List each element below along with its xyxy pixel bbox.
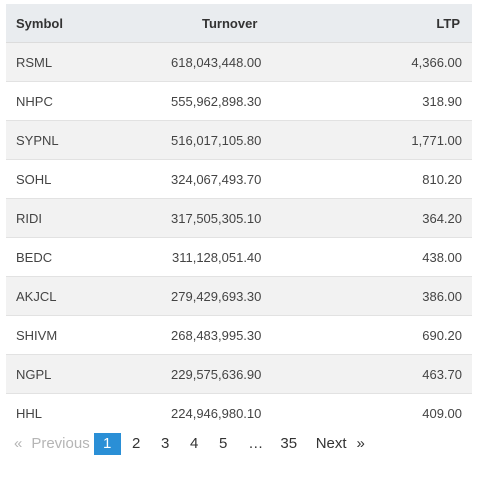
cell-ltp: 364.20 <box>401 198 472 238</box>
page-1-button[interactable]: 1 <box>93 433 121 455</box>
page-5-button[interactable]: 5 <box>219 435 228 452</box>
cell-ltp: 1,771.00 <box>401 120 472 160</box>
table-body: RSML 618,043,448.00 4,366.00 NHPC 555,962,89… <box>6 42 472 432</box>
table-row[interactable]: NHPC 555,962,898.30 318.90 <box>6 81 472 121</box>
cell-turnover: 279,429,693.30 <box>107 276 402 316</box>
cell-ltp: 690.20 <box>401 315 472 355</box>
cell-ltp: 4,366.00 <box>401 42 472 82</box>
cell-symbol: HHL <box>6 393 108 432</box>
table-header: Symbol Turnover LTP <box>6 4 472 43</box>
cell-ltp: 386.00 <box>401 276 472 316</box>
cell-symbol: SHIVM <box>6 315 108 355</box>
cell-ltp: 409.00 <box>401 393 472 432</box>
table-row[interactable]: SYPNL 516,017,105.80 1,771.00 <box>6 120 472 160</box>
cell-symbol: NHPC <box>6 81 108 121</box>
table-row[interactable]: RSML 618,043,448.00 4,366.00 <box>6 42 472 82</box>
table-row[interactable]: AKJCL 279,429,693.30 386.00 <box>6 276 472 316</box>
cell-symbol: AKJCL <box>6 276 108 316</box>
cell-ltp: 438.00 <box>401 237 472 277</box>
previous-page-button[interactable]: « Previous <box>14 433 94 455</box>
table-row[interactable]: RIDI 317,505,305.10 364.20 <box>6 198 472 238</box>
double-chevron-left-icon: « <box>14 435 23 452</box>
table-row[interactable]: SHIVM 268,483,995.30 690.20 <box>6 315 472 355</box>
cell-turnover: 224,946,980.10 <box>107 393 402 432</box>
pagination-ellipsis: … <box>248 435 264 452</box>
cell-symbol: SOHL <box>6 159 108 199</box>
cell-turnover: 324,067,493.70 <box>107 159 402 199</box>
cell-ltp: 463.70 <box>401 354 472 394</box>
column-header-symbol[interactable]: Symbol <box>6 4 108 43</box>
column-header-turnover[interactable]: Turnover <box>107 4 402 43</box>
cell-turnover: 317,505,305.10 <box>107 198 402 238</box>
page-3-button[interactable]: 3 <box>161 435 170 452</box>
header-row: Symbol Turnover LTP <box>6 4 472 43</box>
cell-turnover: 229,575,636.90 <box>107 354 402 394</box>
pagination: « Previous 1 2 3 4 5 … 35 Next » <box>14 433 365 455</box>
cell-turnover: 555,962,898.30 <box>107 81 402 121</box>
cell-turnover: 618,043,448.00 <box>107 42 402 82</box>
table-row[interactable]: NGPL 229,575,636.90 463.70 <box>6 354 472 394</box>
cell-turnover: 516,017,105.80 <box>107 120 402 160</box>
cell-symbol: SYPNL <box>6 120 108 160</box>
cell-turnover: 311,128,051.40 <box>107 237 402 277</box>
cell-symbol: RIDI <box>6 198 108 238</box>
cell-ltp: 810.20 <box>401 159 472 199</box>
cell-symbol: BEDC <box>6 237 108 277</box>
page-4-button[interactable]: 4 <box>190 435 199 452</box>
cell-turnover: 268,483,995.30 <box>107 315 402 355</box>
next-label: Next <box>315 435 347 452</box>
previous-label: Previous <box>31 435 90 452</box>
cell-symbol: RSML <box>6 42 108 82</box>
turnover-table: Symbol Turnover LTP RSML 618,043,448.00 4,… <box>6 4 472 432</box>
page-35-button[interactable]: 35 <box>280 435 298 452</box>
column-header-ltp[interactable]: LTP <box>401 4 472 43</box>
cell-ltp: 318.90 <box>401 81 472 121</box>
cell-symbol: NGPL <box>6 354 108 394</box>
next-page-button[interactable]: Next » <box>316 433 365 455</box>
table-row[interactable]: HHL 224,946,980.10 409.00 <box>6 393 472 432</box>
double-chevron-right-icon: » <box>356 435 365 452</box>
table-row[interactable]: SOHL 324,067,493.70 810.20 <box>6 159 472 199</box>
page-2-button[interactable]: 2 <box>132 435 141 452</box>
table-row[interactable]: BEDC 311,128,051.40 438.00 <box>6 237 472 277</box>
